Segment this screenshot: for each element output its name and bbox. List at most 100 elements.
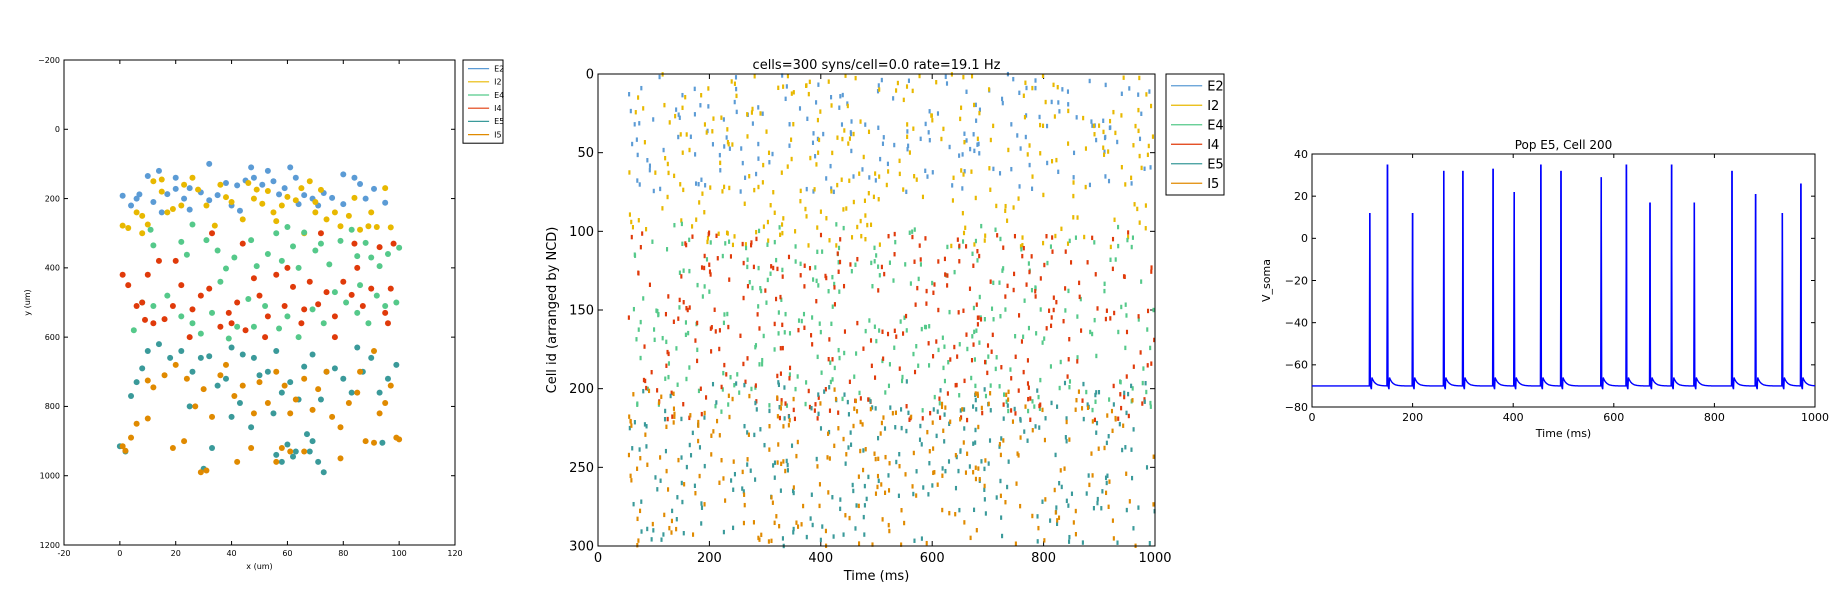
spike-E4: [994, 366, 997, 372]
spike-E2: [919, 136, 922, 142]
spike-E4: [1074, 235, 1077, 240]
spike-E2: [816, 136, 819, 142]
spike-I5: [663, 512, 666, 518]
spike-E2: [1102, 118, 1105, 123]
spike-I2: [1108, 118, 1112, 124]
spike-I5: [980, 405, 983, 411]
point-E5: [239, 351, 246, 358]
spike-I2: [805, 83, 808, 88]
spike-I2: [679, 182, 682, 187]
spike-E4: [893, 345, 896, 350]
spike-I5: [904, 472, 907, 477]
spike-I2: [827, 79, 830, 84]
chart-title: Pop E5, Cell 200: [1515, 138, 1613, 152]
spike-I2: [960, 168, 963, 173]
spike-I5: [819, 401, 822, 406]
spike-E5: [1068, 539, 1071, 544]
point-I5: [396, 436, 403, 443]
spike-I2: [781, 230, 784, 236]
legend-box: [462, 59, 504, 144]
spike-E5: [874, 406, 877, 411]
spike-E5: [959, 448, 962, 453]
spike-I4: [709, 326, 712, 331]
spike-I5: [842, 436, 845, 442]
spike-I2: [918, 73, 921, 79]
spike-E2: [974, 102, 977, 108]
point-I2: [382, 185, 389, 192]
spike-E5: [972, 441, 975, 446]
y-tick-label: 20: [1294, 190, 1308, 203]
point-E2: [150, 199, 157, 206]
spike-I4: [996, 233, 999, 238]
spike-I2: [930, 113, 933, 118]
point-E4: [253, 263, 260, 270]
spike-I2: [878, 242, 881, 247]
spike-E5: [1127, 391, 1130, 397]
spike-I4: [815, 298, 818, 304]
point-I2: [222, 194, 229, 201]
spike-I4: [935, 339, 938, 344]
spike-E2: [677, 134, 680, 140]
spike-I2: [667, 170, 670, 176]
point-I4: [172, 257, 179, 264]
spike-E2: [822, 131, 825, 137]
spike-I4: [797, 327, 800, 333]
spike-E5: [810, 492, 813, 497]
spike-I4: [779, 346, 782, 351]
spike-E2: [841, 92, 844, 98]
spike-I4: [1141, 401, 1144, 406]
spike-I4: [1096, 306, 1099, 311]
spike-E5: [1132, 526, 1135, 531]
point-E5: [228, 413, 235, 420]
spike-E5: [928, 461, 931, 466]
point-E2: [234, 182, 241, 189]
spike-E4: [1020, 247, 1023, 252]
spike-E4: [855, 351, 858, 356]
spike-E5: [685, 464, 688, 470]
spike-E2: [1072, 150, 1076, 156]
spike-I5: [976, 393, 979, 398]
spike-I5: [697, 438, 700, 444]
spike-E4: [881, 358, 884, 364]
point-I4: [125, 282, 132, 289]
spike-I2: [850, 235, 854, 240]
spike-I4: [781, 345, 784, 351]
spike-E5: [732, 525, 735, 531]
spike-I4: [1150, 269, 1153, 274]
point-E4: [354, 253, 361, 260]
spike-E2: [811, 140, 815, 145]
point-E4: [362, 239, 369, 246]
spike-E4: [868, 397, 871, 402]
spike-I5: [874, 456, 877, 462]
point-I5: [292, 396, 299, 403]
spike-E4: [953, 269, 956, 275]
spike-E4: [637, 327, 640, 332]
spike-I4: [1050, 323, 1053, 328]
spike-I2: [726, 231, 729, 236]
point-E4: [222, 265, 229, 272]
spike-E2: [864, 122, 867, 127]
spike-I5: [628, 414, 631, 419]
spike-E5: [700, 501, 703, 506]
point-E4: [250, 323, 257, 330]
spike-E2: [852, 174, 855, 179]
legend-label-E2: E2: [494, 64, 504, 73]
spike-E4: [632, 306, 635, 312]
spike-I4: [819, 232, 823, 238]
spike-E5: [844, 461, 847, 466]
point-E5: [273, 348, 280, 354]
spike-E4: [1117, 224, 1120, 230]
spike-E5: [963, 407, 966, 412]
spike-I5: [1004, 499, 1007, 505]
spike-E4: [970, 375, 973, 381]
point-E4: [234, 323, 241, 330]
spike-I5: [672, 420, 675, 425]
spike-I4: [946, 273, 949, 278]
spike-I5: [900, 508, 903, 513]
spike-I5: [1110, 408, 1114, 414]
spike-I4: [1105, 308, 1108, 313]
spike-I5: [1091, 419, 1094, 424]
spike-I5: [915, 493, 918, 498]
spike-E4: [1146, 327, 1149, 332]
spike-I4: [1014, 354, 1017, 359]
